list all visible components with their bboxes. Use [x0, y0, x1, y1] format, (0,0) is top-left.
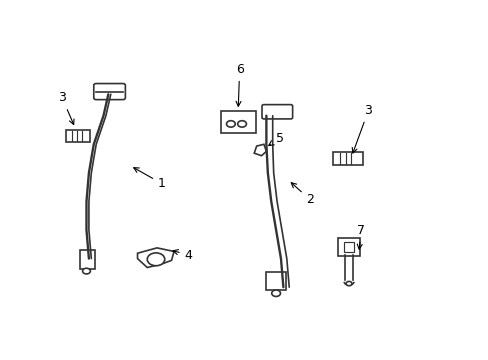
FancyBboxPatch shape — [220, 111, 256, 133]
Text: 6: 6 — [235, 63, 243, 106]
Circle shape — [237, 121, 246, 127]
FancyBboxPatch shape — [262, 105, 292, 119]
FancyBboxPatch shape — [343, 242, 354, 252]
FancyBboxPatch shape — [266, 272, 286, 290]
Circle shape — [271, 290, 280, 296]
Text: 3: 3 — [58, 91, 74, 125]
FancyBboxPatch shape — [337, 238, 360, 256]
Text: 4: 4 — [173, 248, 192, 261]
Text: 1: 1 — [133, 168, 165, 190]
Text: 2: 2 — [291, 183, 313, 206]
Circle shape — [226, 121, 235, 127]
Circle shape — [346, 282, 351, 286]
Polygon shape — [137, 248, 174, 267]
FancyBboxPatch shape — [80, 250, 95, 269]
Circle shape — [82, 268, 90, 274]
FancyBboxPatch shape — [65, 130, 90, 142]
Circle shape — [147, 253, 164, 266]
FancyBboxPatch shape — [94, 84, 125, 100]
Text: 7: 7 — [356, 224, 365, 249]
Text: 5: 5 — [268, 132, 283, 145]
Polygon shape — [254, 144, 266, 156]
FancyBboxPatch shape — [332, 152, 362, 165]
Text: 3: 3 — [351, 104, 372, 153]
